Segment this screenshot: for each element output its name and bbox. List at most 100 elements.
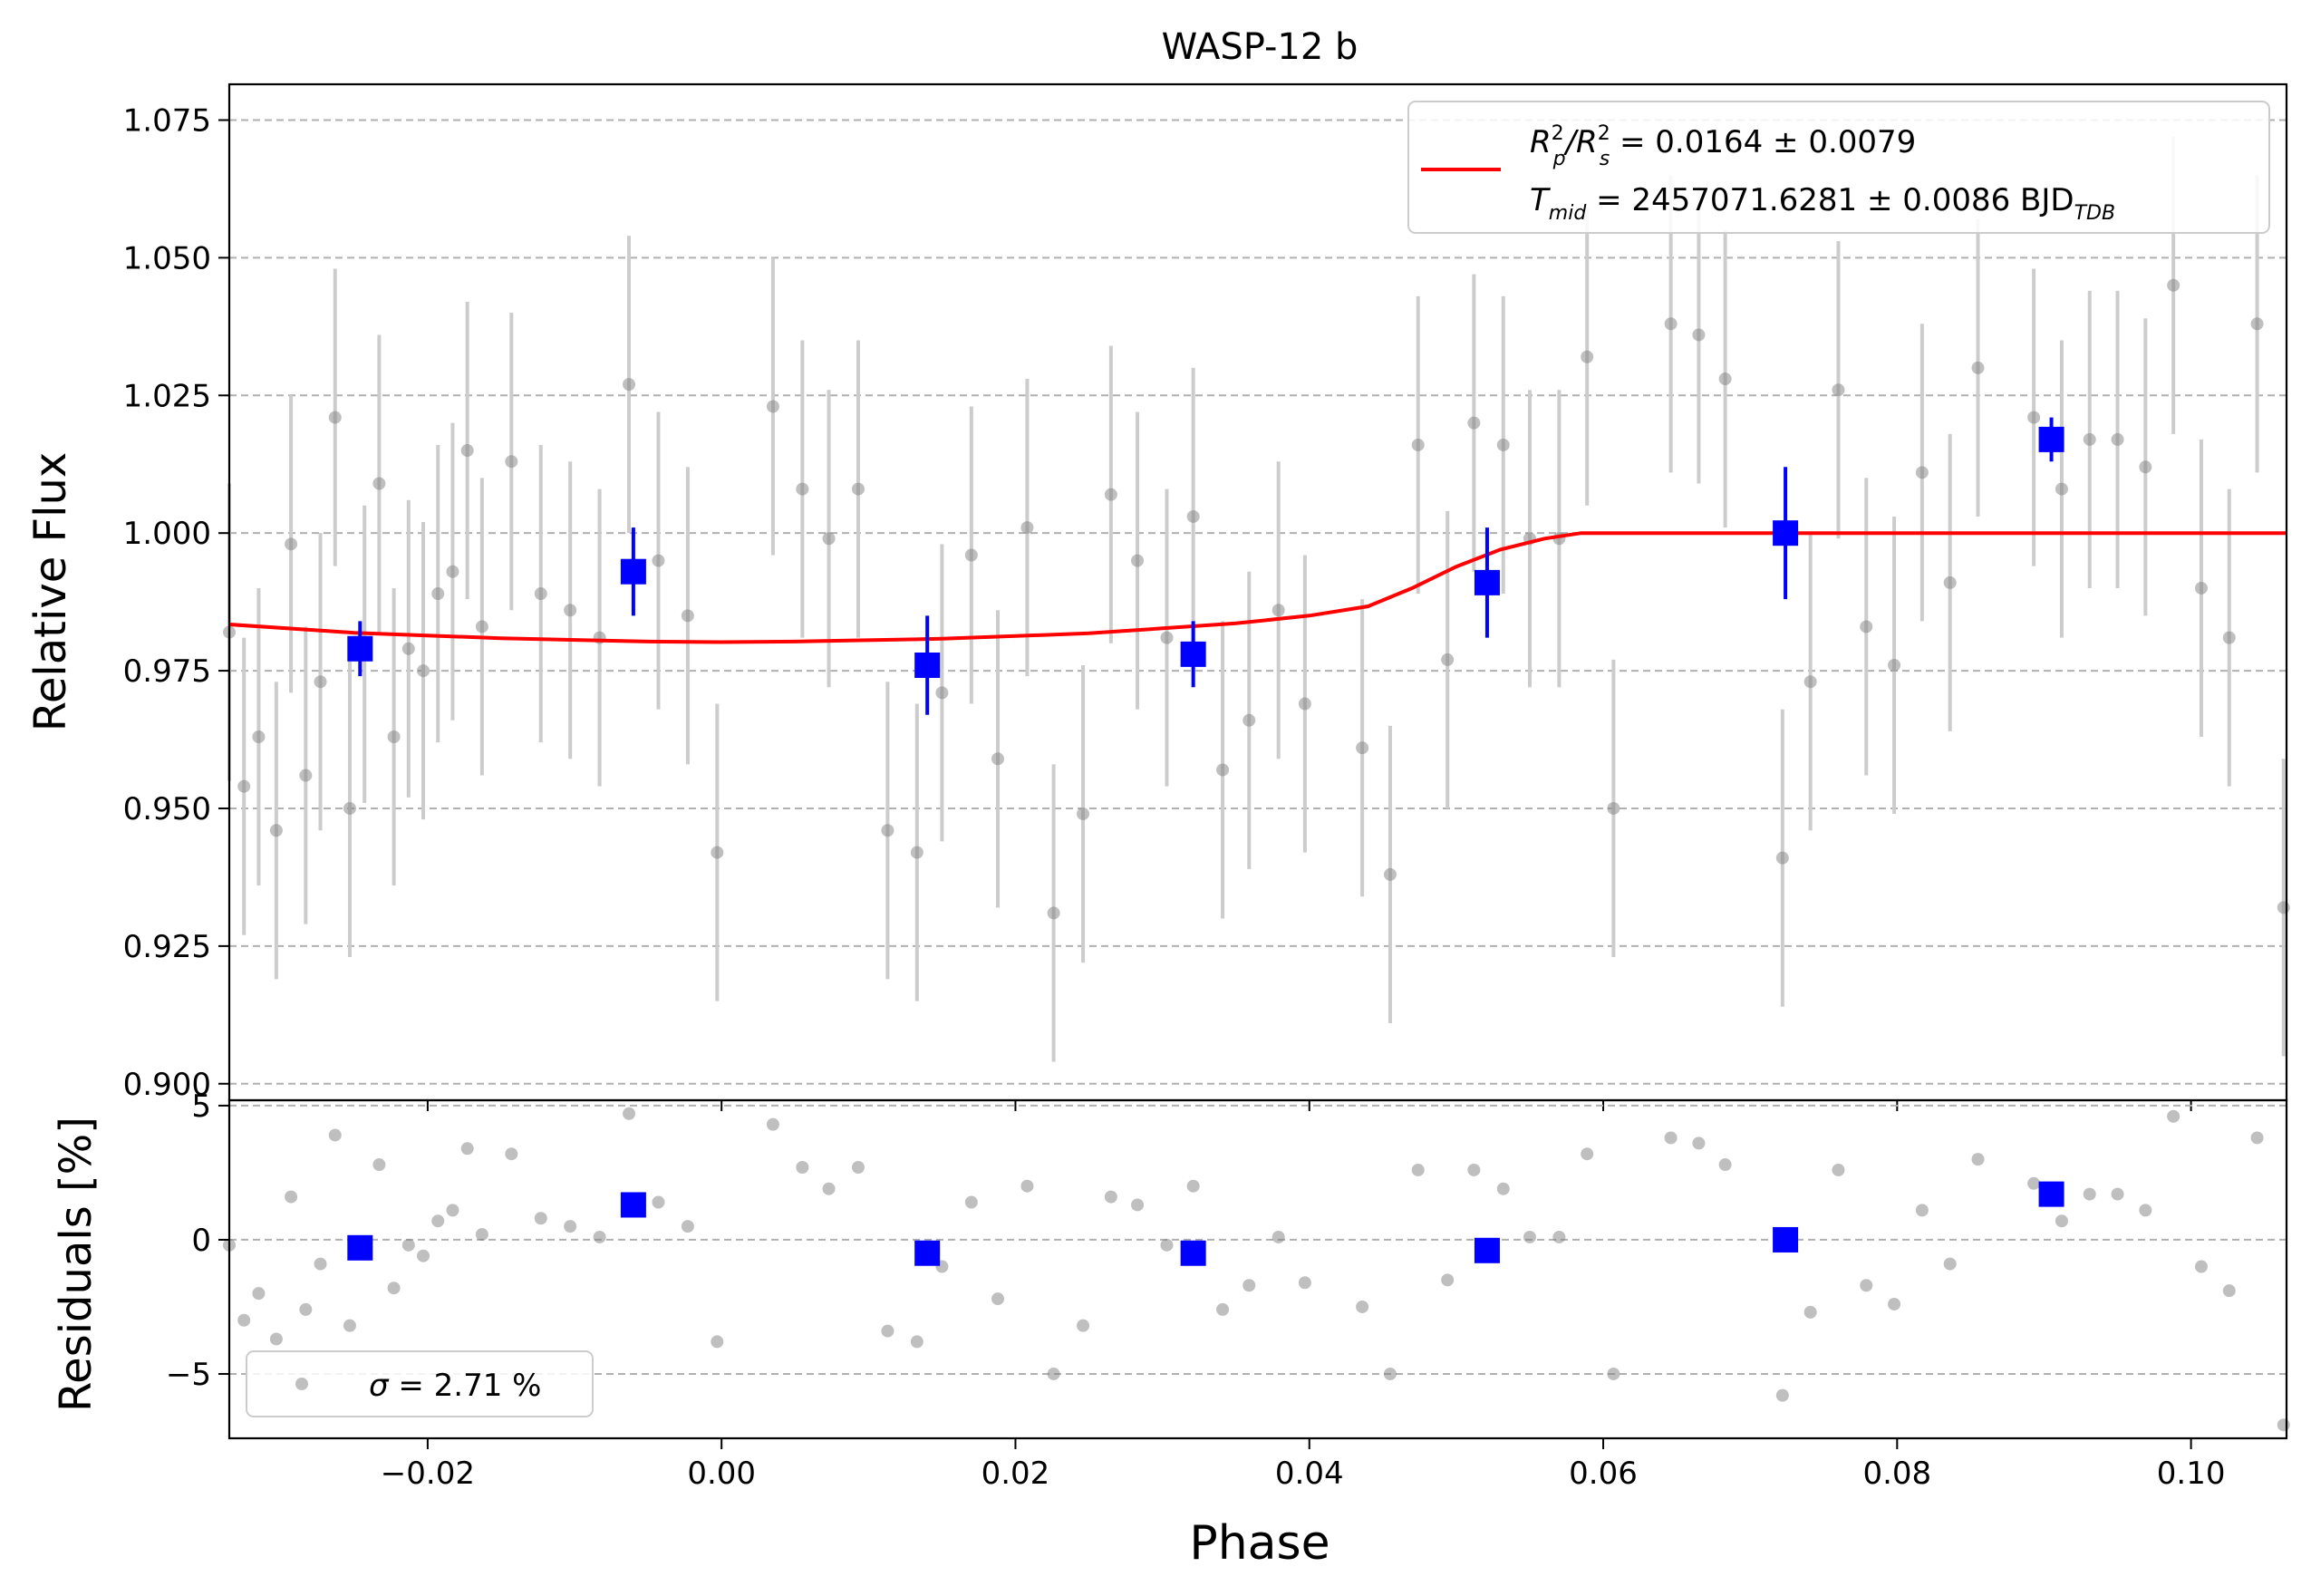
- raw-point: [1131, 1198, 1145, 1212]
- x-tick-label: 0.00: [687, 1456, 756, 1492]
- raw-point: [1664, 317, 1678, 331]
- raw-point: [431, 1214, 445, 1228]
- raw-point: [343, 1319, 356, 1332]
- x-tick-label: 0.08: [1862, 1456, 1931, 1492]
- raw-point: [1020, 521, 1034, 535]
- raw-point: [2250, 317, 2264, 331]
- y-tick-label: 0.975: [123, 653, 211, 690]
- raw-point: [964, 1195, 978, 1209]
- binned-point: [2038, 426, 2064, 452]
- binned-point: [1773, 1226, 1799, 1253]
- raw-point: [2055, 482, 2068, 496]
- raw-point: [1467, 1163, 1481, 1176]
- sigma-legend-marker: [295, 1378, 308, 1390]
- raw-point: [822, 532, 836, 546]
- raw-point: [2027, 1176, 2041, 1190]
- raw-point: [593, 1230, 606, 1243]
- binned-point: [347, 635, 373, 662]
- raw-point: [1581, 350, 1594, 363]
- raw-point: [1047, 1367, 1060, 1380]
- raw-point: [417, 1249, 430, 1262]
- binned-point: [914, 1240, 941, 1266]
- raw-point: [1131, 554, 1145, 567]
- raw-point: [387, 730, 401, 743]
- raw-point: [711, 846, 724, 859]
- raw-point: [1441, 653, 1455, 666]
- raw-point: [252, 1287, 266, 1301]
- y-tick-label: 1.050: [123, 240, 211, 276]
- chart-title: WASP-12 b: [1162, 26, 1359, 68]
- raw-point: [1971, 1153, 1985, 1166]
- raw-point: [505, 1147, 518, 1161]
- raw-point: [1077, 1319, 1090, 1332]
- raw-point: [2167, 1109, 2180, 1123]
- raw-point: [2277, 901, 2290, 914]
- raw-point: [1077, 808, 1090, 821]
- raw-point: [237, 779, 251, 793]
- raw-point: [881, 1324, 894, 1338]
- raw-point: [2111, 432, 2124, 446]
- raw-point: [2111, 1187, 2124, 1201]
- raw-point: [1243, 713, 1256, 727]
- raw-point: [460, 444, 474, 458]
- raw-point: [564, 604, 577, 617]
- raw-point: [1298, 697, 1311, 711]
- raw-point: [1718, 1158, 1732, 1172]
- raw-point: [1047, 906, 1060, 920]
- x-tick-label: 0.06: [1569, 1456, 1638, 1492]
- raw-point: [1523, 1230, 1536, 1243]
- raw-point: [1803, 1305, 1817, 1319]
- raw-point: [1692, 328, 1706, 342]
- raw-point: [1356, 741, 1369, 755]
- raw-point: [1664, 1131, 1678, 1145]
- raw-point: [623, 378, 636, 392]
- raw-point: [1243, 1279, 1256, 1292]
- raw-point: [1186, 509, 1200, 523]
- raw-point: [1020, 1179, 1034, 1193]
- binned-points: [347, 417, 2064, 715]
- raw-point: [2083, 1187, 2096, 1201]
- raw-point: [711, 1335, 724, 1349]
- raw-point: [991, 752, 1005, 766]
- raw-point: [1888, 659, 1901, 672]
- raw-point: [299, 1302, 313, 1316]
- raw-point: [1971, 361, 1985, 374]
- raw-point: [564, 1220, 577, 1233]
- raw-point: [269, 824, 283, 837]
- raw-point: [285, 537, 298, 551]
- sigma-legend-text: σ = 2.71 %: [369, 1368, 541, 1404]
- raw-point: [401, 1238, 415, 1252]
- raw-point: [964, 548, 978, 562]
- raw-point: [1411, 438, 1425, 451]
- raw-point: [1186, 1179, 1200, 1193]
- raw-point: [2222, 631, 2236, 644]
- raw-point: [1496, 1182, 1510, 1195]
- binned-point: [1180, 1240, 1206, 1266]
- raw-point: [343, 801, 356, 815]
- y-tick-label: −5: [166, 1357, 211, 1393]
- y-tick-label: 0.925: [123, 929, 211, 965]
- raw-point: [1160, 1238, 1174, 1252]
- phase-x-ticks: −0.02 0.00 0.02 0.04 0.06 0.08 0.10: [381, 1438, 2225, 1492]
- raw-point: [387, 1282, 401, 1295]
- raw-point: [237, 1313, 251, 1327]
- flux-panel: 0.900 0.925 0.950 0.975 1.000 1.025 1.050 1.075…: [25, 82, 2290, 1111]
- sigma-legend-box: [246, 1350, 594, 1417]
- raw-point: [505, 455, 518, 469]
- y-tick-label: 0.950: [123, 791, 211, 827]
- raw-point: [851, 482, 865, 496]
- binned-point: [1474, 569, 1500, 595]
- binned-point: [914, 653, 941, 679]
- raw-point: [1552, 1230, 1566, 1243]
- raw-point: [652, 1195, 665, 1209]
- raw-point: [910, 1335, 923, 1349]
- raw-point: [2222, 1284, 2236, 1298]
- raw-point: [681, 1220, 694, 1233]
- raw-point: [1383, 1367, 1397, 1380]
- x-tick-label: 0.04: [1275, 1456, 1344, 1492]
- model-legend: R2 p/R2 s = 0.0164 ± 0.0079 Tmid = 2457071…: [1407, 101, 2270, 234]
- raw-point: [2027, 411, 2041, 424]
- raw-point: [796, 482, 809, 496]
- raw-point: [796, 1161, 809, 1175]
